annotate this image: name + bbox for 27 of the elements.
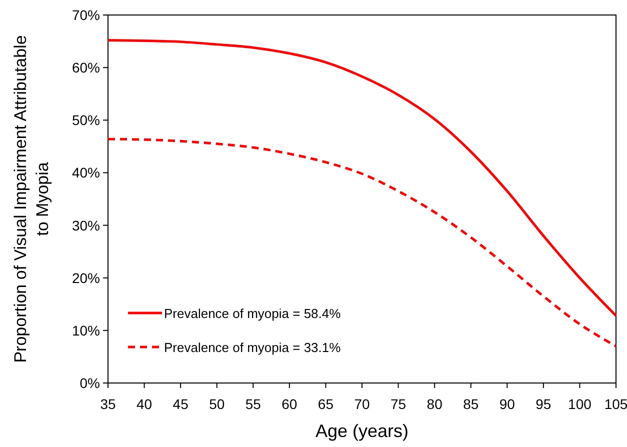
x-tick-label: 50 <box>209 396 225 412</box>
y-axis-title: Proportion of Visual Impairment Attributable to Myopia <box>11 35 52 363</box>
y-tick-label: 50% <box>72 112 100 128</box>
y-tick-label: 40% <box>72 164 100 181</box>
legend-label: Prevalence of myopia = 58.4% <box>164 306 342 321</box>
x-tick-label: 70 <box>354 396 370 412</box>
y-tick-label: 30% <box>72 217 100 234</box>
y-tick-label: 0% <box>80 375 100 391</box>
x-tick-label: 45 <box>172 396 189 412</box>
x-tick-label: 90 <box>499 396 516 412</box>
y-tick-label: 60% <box>72 60 100 76</box>
x-axis-title: Age (years) <box>315 421 409 441</box>
x-tick-label: 35 <box>100 396 116 412</box>
legend-label: Prevalence of myopia = 33.1% <box>164 340 342 355</box>
x-tick-label: 85 <box>463 396 479 412</box>
x-tick-label: 60 <box>282 396 298 412</box>
x-tick-label: 80 <box>426 396 443 412</box>
x-tick-label: 75 <box>390 396 406 412</box>
x-tick-label: 55 <box>245 396 262 412</box>
x-tick-label: 40 <box>136 396 152 412</box>
x-tick-label: 100 <box>568 396 592 412</box>
y-tick-label: 70% <box>72 7 100 23</box>
y-tick-label: 20% <box>72 270 100 286</box>
y-tick-label: 10% <box>72 322 100 338</box>
x-tick-label: 95 <box>536 396 552 412</box>
x-tick-label: 105 <box>604 396 627 412</box>
x-tick-label: 65 <box>318 396 334 412</box>
